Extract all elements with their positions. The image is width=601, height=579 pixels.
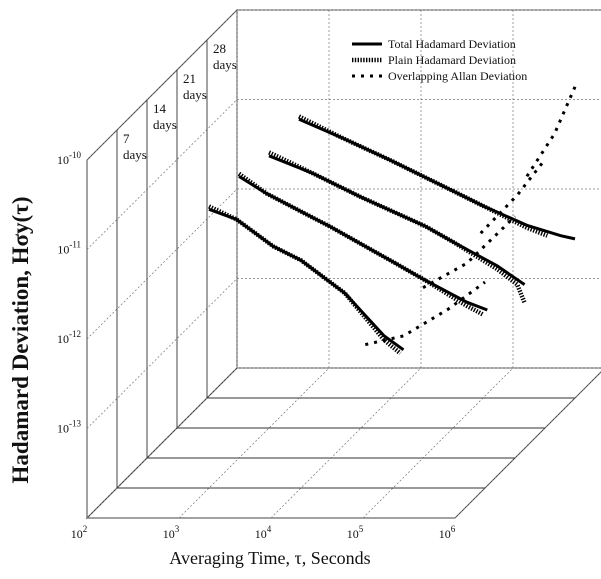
x-tick-label: 102 xyxy=(71,524,88,541)
x-tick-label: 103 xyxy=(163,524,180,541)
series-total-hadamard-deviation-21d xyxy=(268,154,526,286)
depth-label: 28 days xyxy=(213,41,237,72)
floor-grid-line xyxy=(270,367,422,519)
left-grid-hline xyxy=(86,278,238,429)
left-grid-hline xyxy=(86,99,238,250)
legend: Total Hadamard Deviation Plain Hadamard D… xyxy=(352,37,527,83)
left-grid-hline xyxy=(86,9,238,161)
box-walls xyxy=(85,8,601,520)
series-overlapping-allan-deviation-28d xyxy=(525,86,577,178)
x-tick-label: 105 xyxy=(347,524,364,541)
series-overlapping-allan-deviation-21d xyxy=(479,158,547,235)
y-tick-label: 10-10 xyxy=(57,150,81,167)
series-plain-hadamard-deviation-21d xyxy=(268,150,527,304)
series-total-hadamard-deviation-7d xyxy=(208,207,405,352)
depth-label: 7 days xyxy=(123,131,147,162)
x-tick-label: 106 xyxy=(439,524,456,541)
y-axis-label: Hadamard Deviation, Hσy(τ) xyxy=(8,197,33,484)
tick-labels: 10-13 10-12 10-11 10-10 102 103 104 105 106 xyxy=(57,150,456,541)
floor-grid-line xyxy=(454,371,601,519)
series-lines xyxy=(208,86,577,356)
floor-grid-line xyxy=(178,367,330,519)
x-tick-label: 104 xyxy=(255,524,272,541)
y-tick-label: 10-11 xyxy=(57,240,81,257)
left-grid-hline xyxy=(86,188,238,340)
x-axis-label: Averaging Time, τ, Seconds xyxy=(169,548,370,568)
floor-grid-line xyxy=(86,367,238,519)
depth-label: 14 days xyxy=(153,101,177,132)
series-overlapping-allan-deviation-7d xyxy=(364,280,486,347)
legend-label: Total Hadamard Deviation xyxy=(388,37,516,51)
series-plain-hadamard-deviation-7d xyxy=(208,204,402,356)
y-tick-label: 10-12 xyxy=(57,329,81,346)
series-total-hadamard-deviation-28d xyxy=(298,117,576,241)
legend-label: Overlapping Allan Deviation xyxy=(388,69,527,83)
left-wall xyxy=(86,8,238,520)
floor xyxy=(85,367,601,519)
series-total-hadamard-deviation-14d xyxy=(238,175,488,312)
grid-lines xyxy=(86,9,601,519)
y-tick-label: 10-13 xyxy=(57,419,81,436)
legend-label: Plain Hadamard Deviation xyxy=(388,53,516,67)
floor-grid-line xyxy=(362,367,514,519)
depth-label: 21 days xyxy=(183,71,207,102)
